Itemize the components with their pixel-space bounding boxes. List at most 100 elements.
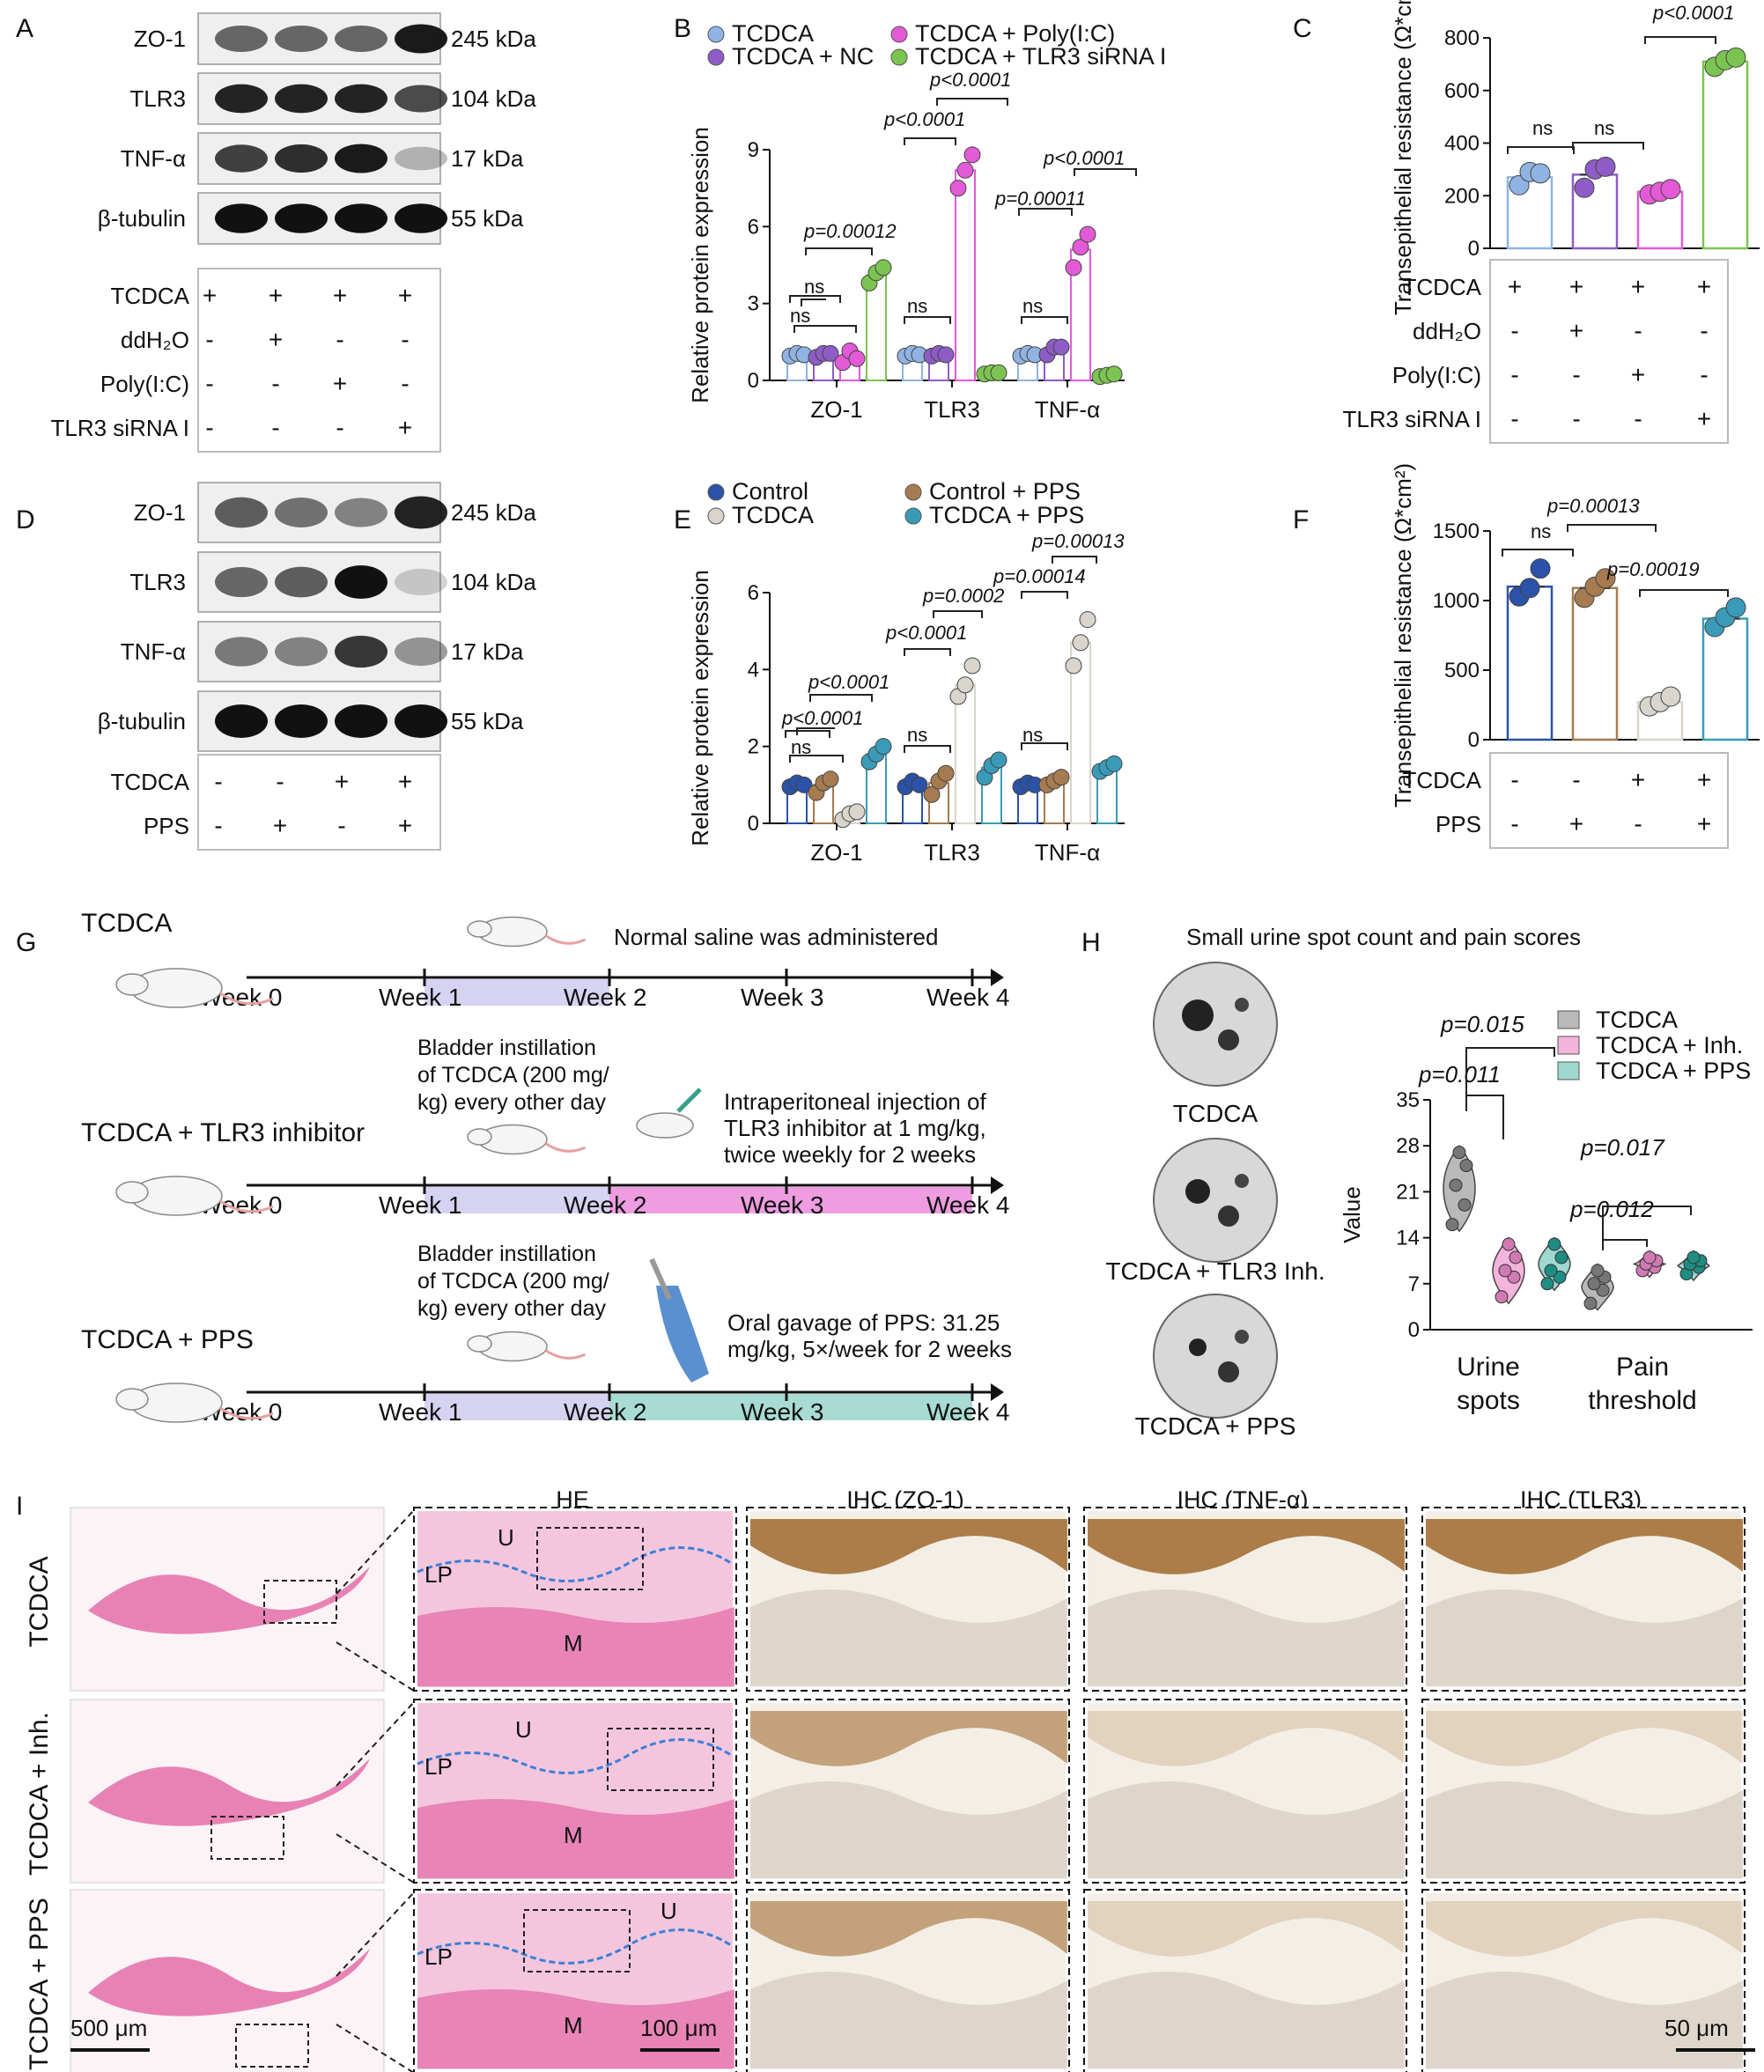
data-point	[848, 803, 866, 821]
treatment-sign: +	[333, 370, 347, 397]
annotation-ns: ns	[1022, 295, 1043, 317]
region-label-u: U	[498, 1524, 514, 1551]
band-name: TNF-α	[121, 145, 186, 172]
bracket	[1602, 1206, 1692, 1242]
data-point	[1530, 558, 1551, 579]
blot-band	[395, 146, 447, 171]
data-point	[1687, 1250, 1701, 1265]
y-tick-label: 0	[748, 369, 759, 393]
y-tick-label: 14	[1396, 1227, 1420, 1250]
overview-tissue	[88, 1949, 370, 2017]
y-axis-label: Value	[1339, 1186, 1365, 1243]
treatment-label: TCDCA	[110, 283, 189, 309]
annotation-ns: ns	[907, 724, 927, 746]
treatment-sign: -	[1634, 405, 1642, 432]
treatment-label: TCDCA	[1402, 274, 1481, 300]
treatment-sign: +	[333, 282, 347, 309]
region-label-lp: LP	[424, 1943, 453, 1970]
data-point	[963, 146, 981, 164]
annotation-p: p=0.00014	[993, 565, 1086, 587]
blot-band	[215, 637, 268, 667]
chart-e: 0 2 4 6 Relative protein expression ZO-1 TLR3 T…	[687, 570, 1125, 866]
annotation-p: p=0.017	[1580, 1134, 1665, 1161]
region-label-m: M	[564, 1822, 583, 1848]
x-tick-label: TLR3	[924, 396, 980, 423]
rat-head	[467, 920, 492, 938]
brackets-b	[789, 98, 1137, 333]
data-point	[1642, 1250, 1657, 1265]
bracket	[1465, 1095, 1504, 1139]
treatment-sign: -	[271, 370, 279, 397]
treatment-sign: -	[1510, 317, 1518, 344]
data-point	[822, 344, 839, 362]
treatment-sign: -	[401, 326, 409, 353]
y-tick-label: 400	[1444, 132, 1480, 156]
spot-label: TCDCA + TLR3 Inh.	[1105, 1257, 1325, 1285]
connector-line	[336, 1891, 415, 1977]
treatment-sign: +	[1697, 273, 1711, 300]
scale-bar-label: 50 μm	[1664, 2015, 1729, 2041]
treatment-label: ddH₂O	[1413, 318, 1481, 344]
annotation-p: p=0.011	[1418, 1061, 1501, 1088]
annotation-p: p=0.00013	[1031, 530, 1125, 552]
data-point	[1079, 225, 1096, 243]
data-point	[1105, 365, 1123, 383]
blot-band	[335, 565, 387, 599]
band-name: TNF-α	[121, 638, 186, 665]
data-point	[1449, 1178, 1463, 1192]
treatment-table-d: TCDCA - - + +PPS - + - +	[110, 754, 441, 851]
rat-head	[115, 1388, 149, 1411]
annotation-ns: ns	[1022, 724, 1043, 746]
overview-tissue	[88, 1759, 370, 1826]
annotation-p: p<0.0001	[1652, 2, 1734, 24]
treatment-note: TLR3 inhibitor at 1 mg/kg,	[724, 1115, 986, 1141]
treatment-sign: -	[205, 370, 213, 397]
band-name: ZO-1	[134, 499, 186, 526]
data-point	[923, 785, 941, 803]
data-point	[1547, 1237, 1561, 1251]
timeline-arrow	[991, 1383, 1004, 1401]
connector-line	[336, 1641, 415, 1692]
treatment-sign: +	[335, 768, 349, 795]
blot-band	[215, 144, 268, 173]
week-label: Week 2	[564, 984, 646, 1011]
timeline-arrow	[991, 1176, 1004, 1194]
y-axis-label: Relative protein expression	[687, 570, 713, 846]
treatment-table-a: TCDCA + + + +ddH₂O - + - -Poly(I:C) - - + -TLR3 siRN…	[51, 268, 441, 453]
rat-head	[467, 1128, 492, 1146]
data-point	[1574, 177, 1595, 198]
x-tick-label: threshold	[1588, 1386, 1696, 1415]
legend-marker	[707, 26, 725, 43]
data-point	[1502, 1237, 1516, 1251]
week-label: Week 4	[926, 984, 1009, 1011]
annotation-ns: ns	[790, 305, 810, 327]
rat-icon	[636, 1112, 694, 1139]
spot-label: TCDCA + PPS	[1135, 1412, 1296, 1440]
treatment-sign: +	[273, 812, 287, 839]
data-point	[1596, 1283, 1610, 1297]
ihc-stain	[750, 1519, 1067, 1574]
ihc-stain	[1088, 1519, 1405, 1574]
panel-letter-b: B	[674, 14, 691, 43]
scale-bar-label: 500 μm	[70, 2015, 147, 2041]
x-tick-label: Pain	[1616, 1353, 1669, 1382]
brackets-e	[785, 556, 1097, 763]
treatment-sign: +	[398, 282, 412, 309]
y-tick-label: 500	[1444, 659, 1480, 682]
rat-tail	[544, 1349, 587, 1360]
ihc-stroma	[750, 1972, 1067, 2068]
panel-d: D ZO-1 245 kDa TLR3 104 kDa TNF-α 17 kDa β-tub…	[16, 482, 536, 851]
treatment-sign: -	[1634, 810, 1642, 837]
data-point	[911, 776, 928, 793]
data-point	[1595, 568, 1616, 589]
x-tick-label: TNF-α	[1035, 396, 1100, 423]
treatment-sign: +	[1697, 405, 1711, 432]
treatment-sign: -	[401, 370, 409, 397]
panel-g: G Week 0 Week 1 Week 2 Week 3 Week 4TCDCAWee…	[16, 909, 1012, 1426]
panel-letter-e: E	[674, 505, 691, 535]
ihc-stain	[750, 1901, 1067, 1957]
urine-spot-filter	[1153, 1138, 1278, 1263]
brackets-c	[1507, 36, 1716, 154]
data-point	[1495, 1290, 1509, 1304]
instillation-text: of TCDCA (200 mg/	[417, 1269, 609, 1294]
